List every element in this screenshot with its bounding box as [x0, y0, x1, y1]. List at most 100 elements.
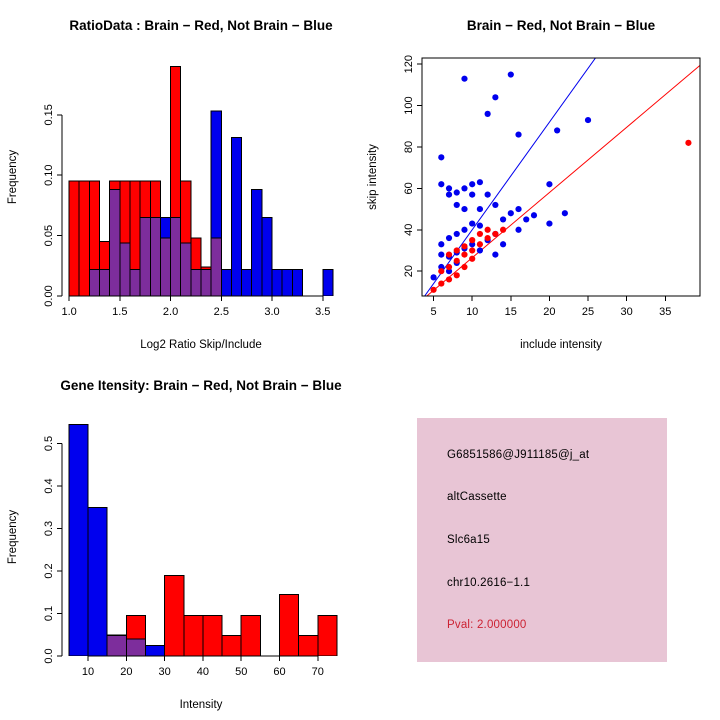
scatter-point: [430, 274, 437, 281]
hist-bar-overlap: [99, 268, 111, 296]
scatter-point: [476, 205, 484, 213]
scatter-point: [515, 131, 522, 138]
hist-bar-overlap: [149, 216, 161, 296]
scatter-point: [530, 212, 538, 219]
svg-text:0.3: 0.3: [43, 521, 55, 536]
svg-text:2.5: 2.5: [214, 306, 229, 318]
scatter-point: [453, 247, 460, 254]
probe-id-text: G6851586@J911185@j_at: [447, 448, 590, 461]
scatter-point: [492, 251, 499, 258]
hist-bar: [210, 110, 222, 296]
svg-text:10: 10: [466, 306, 478, 318]
scatter-point: [461, 243, 468, 250]
svg-text:3.0: 3.0: [264, 306, 279, 318]
scatter-point: [469, 237, 476, 244]
x-axis-label: Log2 Ratio Skip/Include: [140, 339, 261, 351]
svg-text:0.2: 0.2: [43, 563, 55, 578]
scatter-point: [499, 216, 507, 223]
scatter-point: [453, 201, 460, 209]
hist-bar: [261, 216, 273, 296]
svg-text:20: 20: [403, 265, 415, 277]
x-axis-label: include intensity: [520, 339, 602, 351]
scatter-point: [484, 110, 491, 117]
hist-bar: [271, 268, 283, 296]
scatter-point: [438, 268, 445, 275]
svg-text:2.0: 2.0: [163, 306, 178, 318]
scatter-point: [461, 185, 468, 192]
gene-info-box: G6851586@J911185@j_at altCassette Slc6a1…: [417, 418, 667, 662]
pvalue-text: Pval: 2.000000: [447, 619, 527, 632]
hist-bar: [202, 615, 223, 656]
hist-bar-overlap: [139, 216, 151, 296]
scatter-point: [445, 234, 453, 242]
x-axis-label: Intensity: [180, 699, 223, 711]
svg-text:60: 60: [403, 182, 415, 194]
scatter-point: [461, 251, 468, 258]
svg-text:25: 25: [582, 306, 594, 318]
scatter-point: [492, 94, 499, 101]
gene-intensity-histogram-panel: 10 20 30 40 50 60 70 0.0 0.1 0.2 0.3 0.4 0.5 Gene Ite…: [0, 360, 360, 720]
scatter-point: [484, 226, 491, 233]
hist-bar-overlap: [210, 237, 222, 296]
y-axis-label: Frequency: [7, 150, 19, 205]
svg-text:80: 80: [403, 141, 415, 153]
hist-bar: [88, 180, 101, 296]
scatter-point: [445, 251, 453, 258]
scatter-point: [461, 226, 468, 233]
scatter-point: [445, 185, 453, 192]
brain-fit-line: [426, 65, 700, 296]
hist-bar-overlap: [200, 268, 212, 296]
scatter-point: [546, 220, 553, 227]
scatter-point: [476, 179, 484, 186]
scatter-point: [438, 280, 445, 287]
svg-text:20: 20: [120, 666, 132, 678]
scatter-point: [499, 226, 507, 233]
svg-text:0.10: 0.10: [43, 164, 55, 185]
scatter-point: [499, 241, 507, 248]
scatter-point: [461, 75, 468, 82]
hist-bar: [87, 506, 108, 656]
scatter-point: [453, 189, 460, 196]
scatter-point: [484, 234, 491, 242]
hist-bar-overlap: [88, 268, 101, 296]
hist-bar: [68, 180, 80, 296]
svg-text:15: 15: [505, 306, 517, 318]
scatter-point: [469, 181, 476, 188]
intensity-scatter-chart: 5 10 15 20 25 30 35 20 40 60 80 100 120 Brain − Red, …: [367, 18, 701, 351]
hist-bar-overlap: [180, 242, 192, 296]
scatter-point: [484, 191, 491, 198]
hist-bar: [317, 615, 338, 656]
scatter-point: [476, 241, 484, 248]
hist-bar-overlap: [109, 189, 121, 296]
svg-text:40: 40: [403, 224, 415, 236]
scatter-point: [469, 220, 476, 227]
scatter-point: [430, 286, 437, 293]
hist-bar: [291, 268, 303, 296]
scatter-point: [445, 191, 453, 198]
hist-bar: [164, 574, 185, 656]
scatter-point: [453, 257, 460, 264]
svg-text:100: 100: [403, 96, 415, 114]
svg-text:20: 20: [543, 306, 555, 318]
hist-bar: [183, 615, 204, 656]
scatter-point: [461, 263, 468, 271]
hist-bar: [78, 180, 90, 296]
hist-bar: [322, 268, 334, 296]
scatter-point: [438, 154, 445, 161]
hist-bar-overlap: [125, 638, 146, 656]
svg-text:0.0: 0.0: [43, 648, 55, 663]
scatter-point: [546, 181, 553, 188]
scatter-point: [445, 276, 453, 283]
hist-bar: [281, 268, 293, 296]
svg-text:120: 120: [403, 55, 415, 73]
scatter-point: [453, 272, 460, 279]
intensity-scatter-panel: 5 10 15 20 25 30 35 20 40 60 80 100 120 Brain − Red, …: [360, 0, 720, 360]
scatter-point: [507, 71, 514, 78]
svg-text:0.1: 0.1: [43, 606, 55, 621]
not-brain-fit-line: [424, 58, 597, 296]
svg-text:10: 10: [82, 666, 94, 678]
hist-bar: [68, 423, 89, 656]
scatter-point: [469, 247, 476, 254]
gene-intensity-histogram-chart: 10 20 30 40 50 60 70 0.0 0.1 0.2 0.3 0.4 0.5 Gene Ite…: [7, 378, 342, 711]
